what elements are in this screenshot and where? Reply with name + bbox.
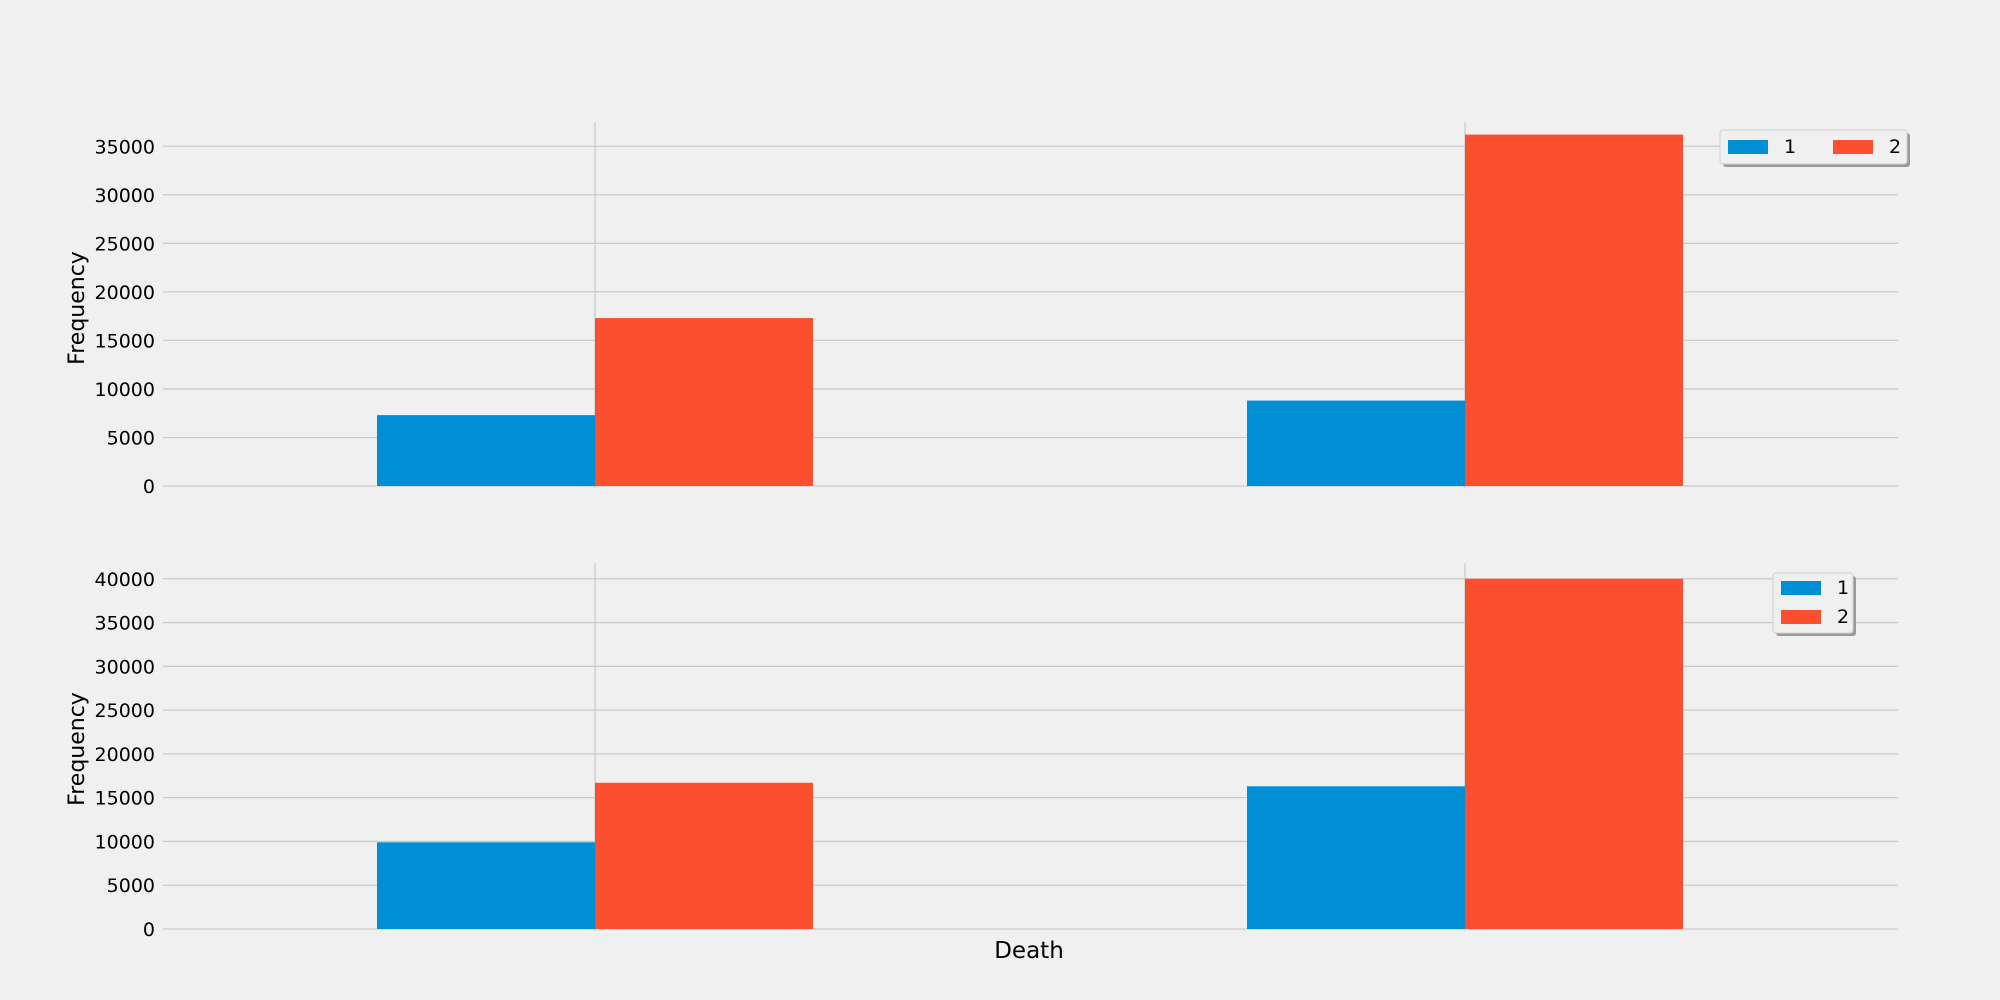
bottom-x-axis-label: Death bbox=[994, 938, 1064, 964]
bottom-bar-series-1-group-1 bbox=[377, 842, 595, 929]
top-y-ticks: 0 5000 10000 15000 20000 25000 30000 35000 bbox=[95, 136, 155, 498]
top-subplot: 0 5000 10000 15000 20000 25000 30000 35000 Freq… bbox=[65, 122, 1910, 498]
top-bar-series-1-group-2 bbox=[1247, 400, 1465, 486]
bottom-bar-series-2-group-2 bbox=[1465, 578, 1683, 929]
top-y-tick-label: 30000 bbox=[95, 185, 155, 207]
bottom-y-tick-label: 5000 bbox=[107, 875, 155, 897]
top-legend-box bbox=[1719, 129, 1908, 165]
bottom-y-tick-label: 30000 bbox=[95, 656, 155, 678]
bottom-bar-series-1-group-2 bbox=[1247, 786, 1465, 929]
bottom-y-ticks: 0 5000 10000 15000 20000 25000 30000 35000 40000 bbox=[95, 569, 155, 941]
bottom-subplot: 0 5000 10000 15000 20000 25000 30000 35000 40000… bbox=[65, 563, 1898, 964]
top-legend-swatch-2 bbox=[1833, 140, 1873, 154]
top-legend-label-1: 1 bbox=[1784, 136, 1796, 158]
top-bar-series-2-group-1 bbox=[595, 318, 813, 486]
bottom-legend: 12 bbox=[1772, 572, 1856, 636]
top-bar-series-1-group-1 bbox=[377, 415, 595, 486]
bottom-legend-label-1: 1 bbox=[1837, 577, 1849, 599]
top-y-tick-label: 5000 bbox=[107, 427, 155, 449]
top-y-tick-label: 25000 bbox=[95, 233, 155, 255]
top-y-tick-label: 35000 bbox=[95, 136, 155, 158]
top-y-axis-label: Frequency bbox=[65, 251, 90, 365]
top-legend-swatch-1 bbox=[1728, 140, 1768, 154]
bottom-y-tick-label: 0 bbox=[143, 919, 155, 941]
bottom-legend-swatch-1 bbox=[1781, 581, 1821, 595]
bottom-y-tick-label: 20000 bbox=[95, 744, 155, 766]
bottom-legend-label-2: 2 bbox=[1837, 606, 1849, 628]
bottom-bars bbox=[377, 578, 1683, 929]
bottom-y-axis-label: Frequency bbox=[65, 692, 90, 806]
top-legend-label-2: 2 bbox=[1889, 136, 1901, 158]
top-y-tick-label: 0 bbox=[143, 476, 155, 498]
top-y-tick-label: 10000 bbox=[95, 379, 155, 401]
bottom-y-tick-label: 40000 bbox=[95, 569, 155, 591]
bottom-y-tick-label: 25000 bbox=[95, 700, 155, 722]
top-bars bbox=[377, 134, 1683, 487]
bottom-legend-swatch-2 bbox=[1781, 610, 1821, 624]
top-y-tick-label: 20000 bbox=[95, 282, 155, 304]
bottom-y-tick-label: 10000 bbox=[95, 831, 155, 853]
top-y-tick-label: 15000 bbox=[95, 330, 155, 352]
bottom-y-tick-label: 15000 bbox=[95, 788, 155, 810]
bottom-y-tick-label: 35000 bbox=[95, 613, 155, 635]
bottom-bar-series-2-group-1 bbox=[595, 782, 813, 929]
top-bar-series-2-group-2 bbox=[1465, 134, 1683, 487]
